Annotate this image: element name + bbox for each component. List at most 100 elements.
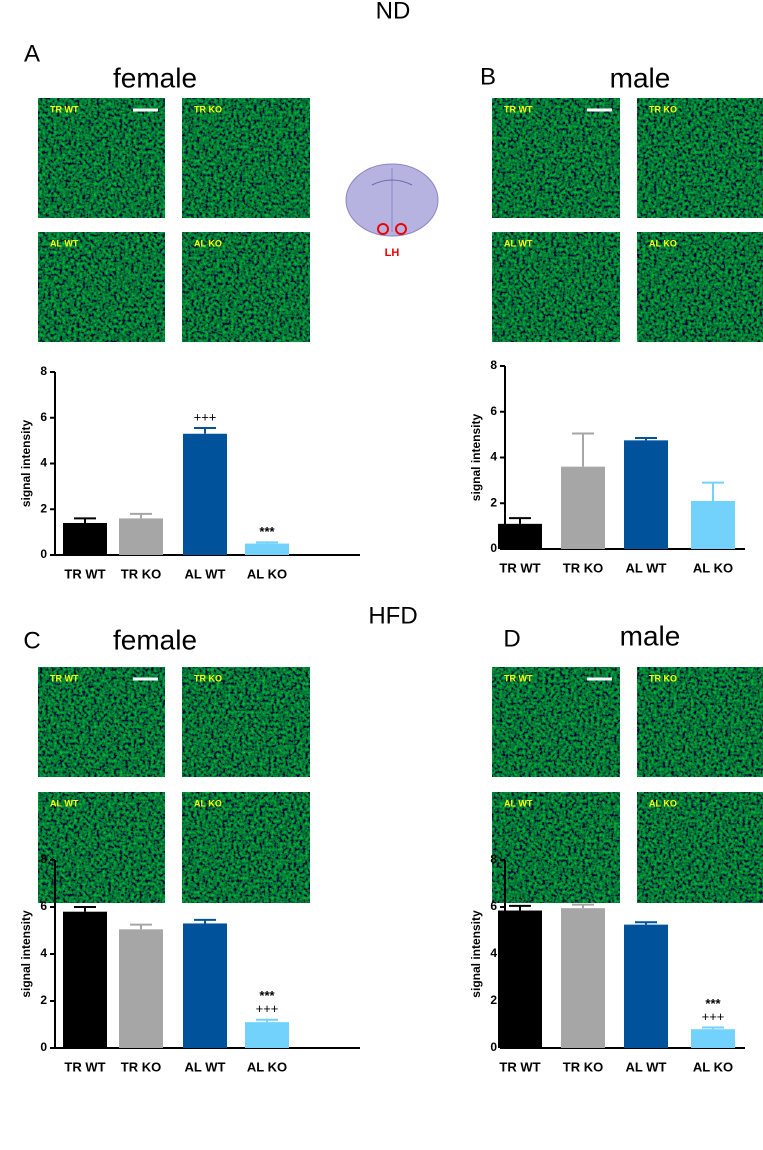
panel-label: C: [23, 627, 40, 654]
micrograph: TR WT: [492, 98, 620, 218]
image-label: TR WT: [50, 104, 79, 114]
significance-label: +++: [256, 1001, 279, 1016]
micrograph-texture: [38, 232, 165, 342]
micrograph: AL KO: [182, 232, 310, 342]
micrograph-texture: [492, 98, 620, 218]
brain-schematic: LH: [345, 163, 439, 259]
x-tick-label: TR WT: [64, 566, 105, 581]
micrograph-texture: [637, 792, 763, 903]
y-tick-label: 0: [40, 547, 47, 561]
error-bar: [572, 903, 594, 909]
x-tick-label: TR KO: [563, 560, 603, 575]
micrograph: TR WT: [38, 667, 165, 777]
image-label: AL KO: [194, 238, 222, 248]
micrograph: TR KO: [182, 667, 310, 777]
panel-label: B: [480, 63, 496, 90]
significance-label: ***: [705, 996, 721, 1011]
error-bar: [194, 427, 216, 434]
error-bar: [509, 904, 531, 911]
micrograph-texture: [492, 232, 620, 342]
image-label: AL WT: [50, 238, 79, 248]
error-bar: [635, 437, 657, 441]
x-tick-label: AL WT: [185, 566, 226, 581]
bar: [624, 924, 668, 1048]
y-tick-label: 6: [40, 410, 47, 424]
error-bar: [74, 906, 96, 912]
micrograph-texture: [38, 98, 165, 218]
x-tick-label: AL KO: [247, 1059, 287, 1074]
image-label: TR KO: [649, 104, 677, 114]
image-label: AL WT: [504, 798, 533, 808]
y-tick-label: 6: [490, 899, 497, 913]
bar: [624, 440, 668, 549]
x-tick-label: TR KO: [563, 1059, 603, 1074]
significance-label: +++: [702, 1009, 725, 1024]
bar: [561, 908, 605, 1048]
error-bar: [635, 921, 657, 925]
y-tick-label: 2: [490, 993, 497, 1007]
significance-label: +++: [194, 409, 217, 424]
error-bar: [130, 923, 152, 930]
bar: [63, 911, 107, 1048]
bar: [691, 500, 735, 549]
significance-label: ***: [259, 524, 275, 539]
image-label: AL KO: [194, 798, 222, 808]
image-label: TR WT: [504, 673, 533, 683]
y-axis-label: signal intensity: [469, 910, 483, 998]
y-tick-label: 8: [490, 852, 497, 866]
y-tick-label: 4: [490, 450, 497, 464]
micrograph-texture: [182, 98, 310, 218]
y-tick-label: 2: [40, 501, 47, 515]
y-tick-label: 4: [490, 946, 497, 960]
bar: [498, 523, 542, 549]
image-label: TR KO: [194, 104, 222, 114]
bar: [691, 1029, 735, 1048]
bar: [119, 518, 163, 555]
micrograph: AL WT: [38, 792, 165, 903]
x-tick-label: AL WT: [626, 1059, 667, 1074]
bar: [245, 1022, 289, 1048]
x-tick-label: TR WT: [499, 560, 540, 575]
micrograph: TR WT: [492, 667, 620, 777]
region-label: LH: [385, 247, 400, 259]
micrograph: TR WT: [38, 98, 165, 218]
section-heading: HFD: [368, 602, 417, 629]
bar: [183, 433, 227, 555]
bar: [119, 929, 163, 1048]
y-tick-label: 8: [40, 364, 47, 378]
micrograph-texture: [182, 667, 310, 777]
micrograph-texture: [637, 667, 763, 777]
error-bar: [256, 1018, 278, 1023]
y-tick-label: 2: [490, 495, 497, 509]
panel-label: D: [503, 625, 520, 652]
micrograph-texture: [492, 792, 620, 903]
micrograph-texture: [492, 667, 620, 777]
x-tick-label: AL KO: [693, 1059, 733, 1074]
x-tick-label: AL WT: [185, 1059, 226, 1074]
panel-title: male: [620, 620, 681, 651]
micrograph: TR KO: [637, 667, 763, 777]
image-label: AL WT: [50, 798, 79, 808]
error-bar: [572, 432, 594, 467]
micrograph-texture: [637, 98, 763, 218]
panel-title: female: [113, 62, 197, 93]
bar: [63, 522, 107, 555]
error-bar: [702, 1026, 724, 1030]
image-label: AL WT: [504, 238, 533, 248]
error-bar: [74, 517, 96, 523]
micrograph-texture: [182, 232, 310, 342]
bar: [561, 466, 605, 549]
y-tick-label: 0: [490, 541, 497, 555]
y-axis-label: signal intensity: [469, 414, 483, 502]
x-tick-label: AL WT: [626, 560, 667, 575]
x-tick-label: AL KO: [693, 560, 733, 575]
micrograph: AL KO: [182, 792, 310, 903]
image-label: TR WT: [504, 104, 533, 114]
x-tick-label: TR KO: [121, 566, 161, 581]
panel-title: female: [113, 624, 197, 655]
y-tick-label: 2: [40, 993, 47, 1007]
image-label: TR WT: [50, 673, 79, 683]
micrograph: AL WT: [492, 232, 620, 342]
y-tick-label: 8: [40, 852, 47, 866]
